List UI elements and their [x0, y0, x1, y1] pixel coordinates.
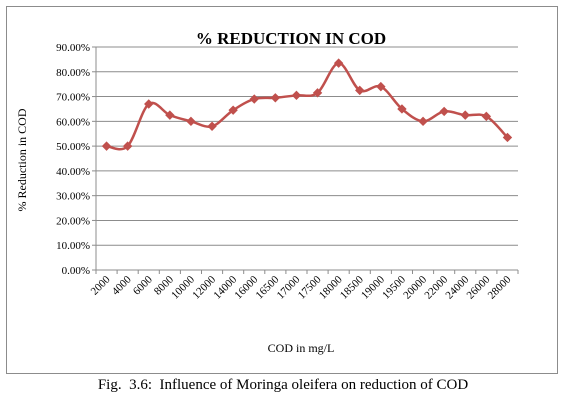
- y-tick-label: 70.00%: [56, 92, 90, 104]
- x-tick-label: 28000: [486, 273, 514, 301]
- data-point: [312, 88, 323, 98]
- chart-frame: [6, 6, 558, 374]
- x-tick-label-layer: 2000400060008000100001200014000160001650…: [89, 273, 514, 301]
- data-point: [502, 132, 513, 143]
- y-tick-label: 10.00%: [56, 240, 90, 252]
- axis-layer: [95, 47, 519, 274]
- chart-title: % REDUCTION IN COD: [196, 29, 386, 48]
- data-point: [333, 58, 344, 68]
- data-point: [355, 85, 365, 96]
- y-tick-label: 0.00%: [62, 265, 90, 277]
- data-point: [165, 110, 175, 120]
- y-tick-label: 40.00%: [56, 166, 90, 178]
- y-tick-label: 20.00%: [56, 215, 90, 227]
- data-point: [186, 116, 196, 127]
- y-tick-label: 80.00%: [56, 67, 90, 79]
- y-tick-label: 60.00%: [56, 116, 90, 128]
- series-line: [106, 61, 509, 151]
- grid-layer: [92, 46, 518, 271]
- x-tick-label: 2000: [89, 273, 113, 297]
- data-point: [460, 110, 470, 120]
- y-axis-title: % Reduction in COD: [15, 108, 29, 211]
- series-line-layer: [106, 61, 509, 151]
- y-tick-label: 30.00%: [56, 191, 90, 203]
- data-point: [439, 106, 449, 117]
- data-point: [481, 111, 492, 122]
- data-point: [207, 121, 217, 131]
- figure-caption: Fig. 3.6: Influence of Moringa oleifera …: [97, 377, 469, 393]
- data-point: [144, 99, 154, 109]
- data-point: [101, 141, 112, 151]
- x-tick-label: 4000: [110, 273, 134, 297]
- data-point: [270, 93, 281, 103]
- data-point: [291, 90, 302, 101]
- data-point-layer: [101, 58, 513, 151]
- x-axis-title: COD in mg/L: [268, 341, 335, 355]
- chart-svg: % REDUCTION IN COD 200040006000800010000…: [15, 29, 519, 355]
- y-tick-label-layer: 0.00% 10.00% 20.00% 30.00% 40.00% 50.00% 60.00…: [56, 42, 90, 277]
- data-point: [418, 116, 428, 127]
- y-tick-label: 50.00%: [56, 141, 90, 153]
- data-point: [397, 104, 407, 114]
- data-point: [228, 105, 238, 115]
- data-point: [249, 94, 259, 104]
- data-point: [376, 81, 386, 92]
- y-tick-label: 90.00%: [56, 42, 90, 54]
- x-tick-label: 6000: [131, 273, 155, 297]
- data-point: [122, 141, 133, 151]
